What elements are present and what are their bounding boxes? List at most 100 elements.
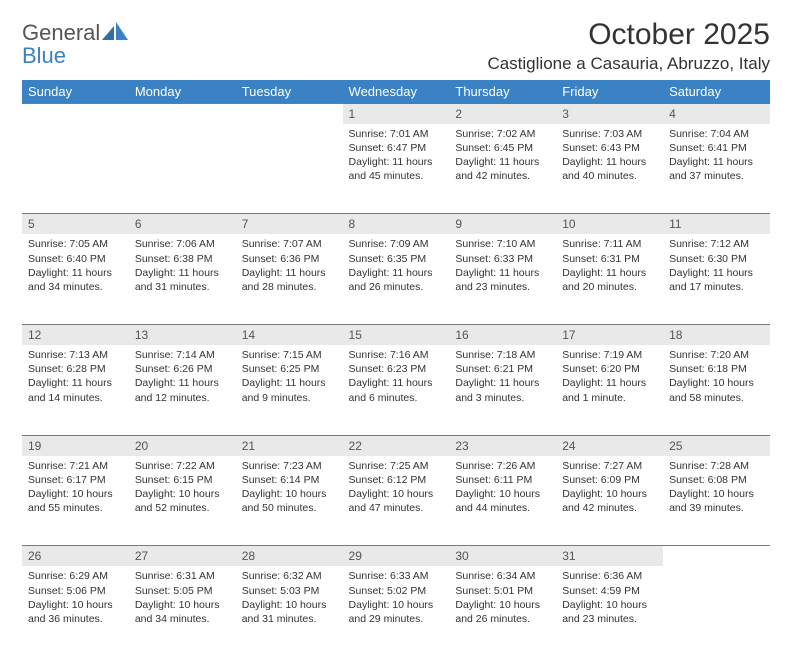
day-cell: Sunrise: 7:16 AMSunset: 6:23 PMDaylight:…	[343, 345, 450, 435]
sunrise-text: Sunrise: 7:18 AM	[455, 348, 550, 362]
sunset-text: Sunset: 6:47 PM	[349, 141, 444, 155]
day-number: 2	[449, 104, 556, 124]
sunrise-text: Sunrise: 6:33 AM	[349, 569, 444, 583]
sunrise-text: Sunrise: 6:34 AM	[455, 569, 550, 583]
sunset-text: Sunset: 6:33 PM	[455, 252, 550, 266]
day-number: 28	[236, 546, 343, 567]
sunrise-text: Sunrise: 7:27 AM	[562, 459, 657, 473]
day-cell: Sunrise: 7:04 AMSunset: 6:41 PMDaylight:…	[663, 124, 770, 214]
day-number: 14	[236, 324, 343, 345]
day-number: 3	[556, 104, 663, 124]
col-monday: Monday	[129, 80, 236, 104]
col-wednesday: Wednesday	[343, 80, 450, 104]
daylight-text: Daylight: 11 hours and 26 minutes.	[349, 266, 444, 294]
calendar-table: Sunday Monday Tuesday Wednesday Thursday…	[22, 80, 770, 656]
daylight-text: Daylight: 10 hours and 52 minutes.	[135, 487, 230, 515]
daylight-text: Daylight: 11 hours and 34 minutes.	[28, 266, 123, 294]
daylight-text: Daylight: 11 hours and 40 minutes.	[562, 155, 657, 183]
day-number: 18	[663, 324, 770, 345]
daylight-text: Daylight: 10 hours and 42 minutes.	[562, 487, 657, 515]
day-content-row: Sunrise: 7:21 AMSunset: 6:17 PM Daylight:…	[22, 456, 770, 546]
day-number	[22, 104, 129, 124]
logo-word-general: General	[22, 20, 100, 45]
weekday-header-row: Sunday Monday Tuesday Wednesday Thursday…	[22, 80, 770, 104]
col-sunday: Sunday	[22, 80, 129, 104]
day-number: 11	[663, 214, 770, 235]
sunrise-text: Sunrise: 7:11 AM	[562, 237, 657, 251]
sunset-text: Sunset: 6:30 PM	[669, 252, 764, 266]
day-cell: Sunrise: 7:12 AMSunset: 6:30 PMDaylight:…	[663, 234, 770, 324]
day-number: 22	[343, 435, 450, 456]
sunset-text: Sunset: 6:08 PM	[669, 473, 764, 487]
sunset-text: Sunset: 6:43 PM	[562, 141, 657, 155]
day-cell	[236, 124, 343, 214]
day-cell: Sunrise: 7:11 AMSunset: 6:31 PMDaylight:…	[556, 234, 663, 324]
daylight-text: Daylight: 10 hours and 50 minutes.	[242, 487, 337, 515]
sunset-text: Sunset: 5:03 PM	[242, 584, 337, 598]
day-number: 1	[343, 104, 450, 124]
daynum-row: 12131415161718	[22, 324, 770, 345]
sunrise-text: Sunrise: 7:19 AM	[562, 348, 657, 362]
day-cell: Sunrise: 7:21 AMSunset: 6:17 PMDaylight:…	[22, 456, 129, 546]
sunset-text: Sunset: 5:05 PM	[135, 584, 230, 598]
sunrise-text: Sunrise: 7:12 AM	[669, 237, 764, 251]
col-friday: Friday	[556, 80, 663, 104]
sunrise-text: Sunrise: 7:07 AM	[242, 237, 337, 251]
day-cell: Sunrise: 6:34 AMSunset: 5:01 PMDaylight:…	[449, 566, 556, 656]
day-cell: Sunrise: 7:22 AMSunset: 6:15 PMDaylight:…	[129, 456, 236, 546]
month-title: October 2025	[487, 18, 770, 52]
sunset-text: Sunset: 6:21 PM	[455, 362, 550, 376]
logo-text-block: General Blue	[22, 22, 128, 68]
daynum-row: 262728293031	[22, 546, 770, 567]
sunrise-text: Sunrise: 7:26 AM	[455, 459, 550, 473]
day-number: 26	[22, 546, 129, 567]
day-cell: Sunrise: 6:33 AMSunset: 5:02 PMDaylight:…	[343, 566, 450, 656]
day-cell: Sunrise: 6:32 AMSunset: 5:03 PMDaylight:…	[236, 566, 343, 656]
day-cell: Sunrise: 6:36 AMSunset: 4:59 PMDaylight:…	[556, 566, 663, 656]
sunrise-text: Sunrise: 7:22 AM	[135, 459, 230, 473]
day-cell: Sunrise: 7:26 AMSunset: 6:11 PMDaylight:…	[449, 456, 556, 546]
day-number	[129, 104, 236, 124]
sunset-text: Sunset: 5:02 PM	[349, 584, 444, 598]
sunset-text: Sunset: 6:14 PM	[242, 473, 337, 487]
daylight-text: Daylight: 11 hours and 45 minutes.	[349, 155, 444, 183]
day-cell: Sunrise: 7:14 AMSunset: 6:26 PMDaylight:…	[129, 345, 236, 435]
day-number: 21	[236, 435, 343, 456]
sunrise-text: Sunrise: 7:15 AM	[242, 348, 337, 362]
day-cell: Sunrise: 7:18 AMSunset: 6:21 PMDaylight:…	[449, 345, 556, 435]
day-number: 9	[449, 214, 556, 235]
daylight-text: Daylight: 11 hours and 12 minutes.	[135, 376, 230, 404]
day-number: 4	[663, 104, 770, 124]
day-cell: Sunrise: 7:15 AMSunset: 6:25 PMDaylight:…	[236, 345, 343, 435]
sunset-text: Sunset: 6:11 PM	[455, 473, 550, 487]
sunrise-text: Sunrise: 7:21 AM	[28, 459, 123, 473]
day-number: 23	[449, 435, 556, 456]
day-number: 25	[663, 435, 770, 456]
sunrise-text: Sunrise: 7:01 AM	[349, 127, 444, 141]
day-number: 31	[556, 546, 663, 567]
day-cell: Sunrise: 7:10 AMSunset: 6:33 PMDaylight:…	[449, 234, 556, 324]
day-cell: Sunrise: 7:20 AMSunset: 6:18 PMDaylight:…	[663, 345, 770, 435]
sunset-text: Sunset: 6:40 PM	[28, 252, 123, 266]
daylight-text: Daylight: 11 hours and 3 minutes.	[455, 376, 550, 404]
page-header: General Blue October 2025 Castiglione a …	[22, 18, 770, 74]
day-number: 6	[129, 214, 236, 235]
daylight-text: Daylight: 11 hours and 31 minutes.	[135, 266, 230, 294]
day-number: 10	[556, 214, 663, 235]
sunrise-text: Sunrise: 7:03 AM	[562, 127, 657, 141]
day-cell: Sunrise: 7:13 AMSunset: 6:28 PMDaylight:…	[22, 345, 129, 435]
day-cell: Sunrise: 7:09 AMSunset: 6:35 PMDaylight:…	[343, 234, 450, 324]
day-cell: Sunrise: 7:03 AMSunset: 6:43 PMDaylight:…	[556, 124, 663, 214]
sunrise-text: Sunrise: 7:13 AM	[28, 348, 123, 362]
sunrise-text: Sunrise: 7:23 AM	[242, 459, 337, 473]
sunset-text: Sunset: 6:17 PM	[28, 473, 123, 487]
daylight-text: Daylight: 11 hours and 20 minutes.	[562, 266, 657, 294]
daylight-text: Daylight: 10 hours and 58 minutes.	[669, 376, 764, 404]
sunset-text: Sunset: 6:35 PM	[349, 252, 444, 266]
sunset-text: Sunset: 6:31 PM	[562, 252, 657, 266]
day-number: 24	[556, 435, 663, 456]
sunrise-text: Sunrise: 7:09 AM	[349, 237, 444, 251]
daylight-text: Daylight: 11 hours and 9 minutes.	[242, 376, 337, 404]
sunrise-text: Sunrise: 7:02 AM	[455, 127, 550, 141]
day-cell: Sunrise: 7:02 AMSunset: 6:45 PMDaylight:…	[449, 124, 556, 214]
